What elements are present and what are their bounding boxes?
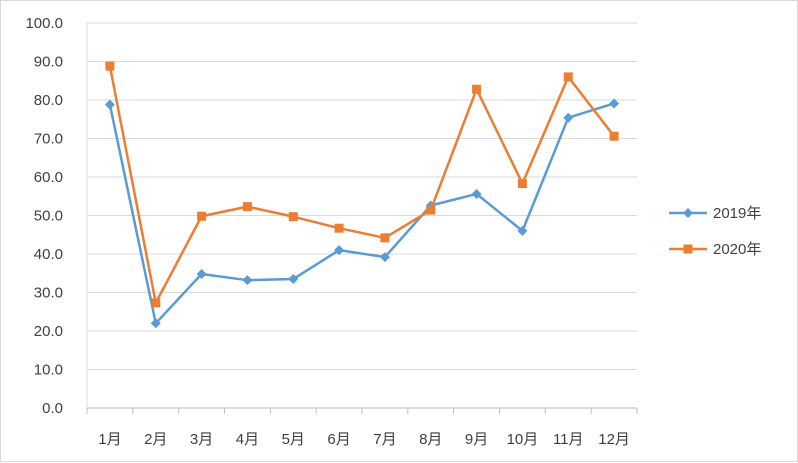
legend-item-2: 2020年 <box>669 241 761 258</box>
data-point <box>563 112 574 123</box>
x-tick-label: 2月 <box>144 431 167 448</box>
data-point <box>151 298 161 308</box>
y-tick-label: 30.0 <box>34 285 63 302</box>
legend-swatch-marker <box>683 244 693 254</box>
gridlines <box>87 22 637 370</box>
legend-label: 2020年 <box>713 241 761 258</box>
y-tick-label: 70.0 <box>34 131 63 148</box>
y-tick-label: 0.0 <box>42 400 63 417</box>
series-line <box>108 102 615 325</box>
data-point <box>517 179 527 189</box>
legend: 2019年 2020年 <box>669 205 761 258</box>
data-point <box>197 211 207 221</box>
legend-item-1: 2019年 <box>669 205 761 222</box>
data-point <box>242 202 252 212</box>
data-point <box>609 131 619 141</box>
data-point <box>472 84 482 94</box>
data-point <box>334 223 344 233</box>
x-tick-label: 7月 <box>373 431 396 448</box>
legend-label: 2019年 <box>713 205 761 222</box>
data-point <box>334 245 345 256</box>
y-tick-label: 90.0 <box>34 54 63 71</box>
data-point <box>471 188 482 199</box>
y-axis-ticks: 0.0 10.0 20.0 30.0 40.0 50.0 60.0 70.0 80.0 90.0 1… <box>25 15 63 417</box>
data-point <box>517 225 528 236</box>
series-1 <box>104 98 620 329</box>
data-point <box>379 252 390 263</box>
legend-swatch-marker <box>683 208 693 218</box>
data-point <box>150 318 161 329</box>
x-tick-label: 12月 <box>598 431 630 448</box>
y-tick-label: 100.0 <box>25 15 63 32</box>
y-tick-label: 80.0 <box>34 92 63 109</box>
x-tick-label: 5月 <box>282 431 305 448</box>
data-point <box>609 98 620 109</box>
y-tick-label: 20.0 <box>34 323 63 340</box>
data-point <box>426 205 436 215</box>
x-tick-label: 6月 <box>327 431 350 448</box>
axes <box>86 23 638 414</box>
series-line <box>108 65 616 305</box>
data-point <box>563 72 573 82</box>
x-axis-ticks: 1月 2月 3月 4月 5月 6月 7月 8月 9月 10月 11月 12月 <box>98 431 630 448</box>
x-tick-label: 3月 <box>190 431 213 448</box>
series-2 <box>105 61 619 308</box>
x-tick-label: 1月 <box>98 431 121 448</box>
y-tick-label: 50.0 <box>34 208 63 225</box>
y-tick-label: 10.0 <box>34 362 63 379</box>
data-point <box>380 233 390 243</box>
x-tick-label: 8月 <box>419 431 442 448</box>
x-tick-label: 11月 <box>553 431 584 448</box>
y-tick-label: 60.0 <box>34 169 63 186</box>
x-tick-label: 10月 <box>507 431 539 448</box>
data-point <box>105 61 115 71</box>
x-tick-label: 4月 <box>236 431 259 448</box>
series-group <box>104 61 620 329</box>
data-point <box>288 274 299 285</box>
x-tick-label: 9月 <box>465 431 488 448</box>
data-point <box>196 269 207 280</box>
y-tick-label: 40.0 <box>34 246 63 263</box>
data-point <box>242 275 253 286</box>
data-point <box>104 99 115 110</box>
data-point <box>288 212 298 222</box>
